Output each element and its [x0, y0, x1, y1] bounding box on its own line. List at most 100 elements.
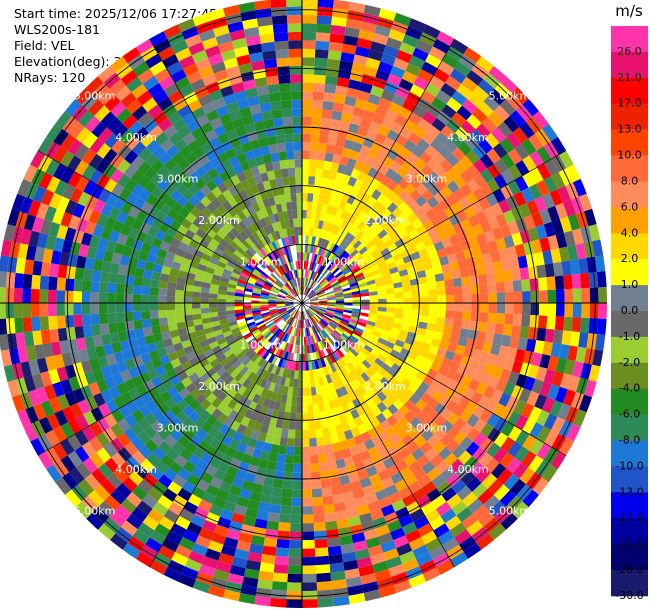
ppi-cell [176, 170, 189, 184]
ppi-cell [282, 479, 293, 490]
ppi-cell [84, 371, 97, 385]
ppi-cell [258, 324, 267, 331]
ppi-cell [285, 304, 294, 308]
ppi-cell [146, 342, 157, 353]
ppi-cell [273, 383, 281, 393]
ppi-cell [588, 318, 599, 334]
ppi-cell [296, 328, 300, 337]
ppi-cell [206, 179, 218, 192]
ppi-cell [333, 397, 342, 408]
ppi-cell [320, 279, 328, 286]
ppi-cell [325, 75, 338, 86]
ppi-cell [364, 227, 374, 238]
ppi-cell [386, 414, 398, 427]
ppi-cell [242, 305, 252, 310]
ppi-cell [249, 139, 261, 150]
ppi-cell [294, 344, 298, 354]
ppi-cell [503, 115, 520, 133]
ppi-cell [288, 176, 296, 185]
ppi-cell [242, 388, 252, 399]
ppi-cell [381, 117, 395, 130]
ppi-cell [344, 222, 353, 232]
ppi-cell [288, 317, 294, 325]
ppi-cell [468, 214, 480, 228]
ppi-cell [292, 387, 298, 397]
ppi-cell [435, 501, 452, 517]
ppi-cell [312, 403, 320, 413]
range-ring-label: 2.00km [198, 380, 240, 393]
ppi-cell [305, 336, 309, 346]
ppi-cell [345, 18, 362, 30]
ppi-cell [259, 227, 268, 237]
ppi-cell [73, 291, 82, 303]
ppi-cell [373, 252, 383, 261]
ppi-cell [300, 286, 302, 295]
ppi-cell [310, 343, 316, 353]
ppi-cell [304, 286, 309, 296]
colorbar-unit: m/s [615, 2, 643, 20]
ppi-cell [428, 344, 439, 355]
ppi-cell [234, 299, 243, 303]
ppi-cell [342, 104, 355, 115]
ppi-cell [317, 453, 328, 464]
ppi-cell [260, 237, 269, 247]
ppi-cell [487, 216, 500, 231]
range-ring-label: 4.00km [447, 463, 489, 476]
ppi-cell [463, 387, 476, 401]
ppi-cell [394, 312, 404, 319]
ppi-cell [278, 445, 287, 455]
ppi-cell [152, 332, 163, 343]
ppi-cell [131, 218, 144, 231]
ppi-cell [330, 265, 338, 273]
ppi-cell [350, 186, 360, 198]
ppi-cell [252, 311, 262, 317]
ppi-cell [377, 97, 392, 110]
ppi-cell [292, 209, 298, 219]
ppi-cell [92, 259, 104, 272]
ppi-cell [206, 228, 217, 239]
ppi-cell [246, 204, 256, 215]
ppi-cell [287, 23, 302, 33]
ppi-cell [341, 316, 351, 322]
ppi-cell [513, 399, 527, 415]
ppi-cell [335, 298, 345, 302]
ppi-cell [246, 381, 256, 391]
ppi-cell [220, 276, 230, 284]
ppi-cell [369, 334, 380, 342]
ppi-cell [311, 108, 323, 118]
ppi-cell [488, 303, 497, 314]
ppi-cell [260, 554, 276, 565]
ppi-cell [290, 506, 302, 515]
ppi-cell [41, 189, 55, 206]
ppi-cell [245, 249, 255, 258]
ppi-cell [307, 404, 314, 413]
ppi-cell [412, 360, 423, 371]
ppi-cell [11, 394, 26, 413]
ppi-cell [478, 312, 489, 323]
ppi-cell [195, 459, 209, 472]
ppi-cell [554, 275, 565, 290]
ppi-cell [292, 472, 302, 481]
ppi-cell [229, 240, 239, 250]
ppi-cell [522, 303, 531, 315]
ppi-cell [272, 337, 279, 346]
ppi-cell [230, 174, 241, 186]
ppi-cell [344, 26, 361, 38]
ppi-cell [169, 177, 183, 190]
ppi-cell [288, 281, 294, 289]
ppi-cell [390, 65, 406, 79]
ppi-cell [279, 310, 288, 316]
ppi-cell [358, 336, 368, 345]
ppi-cell [341, 252, 350, 262]
ppi-cell [254, 265, 263, 274]
ppi-cell [275, 393, 283, 403]
ppi-cell [534, 251, 545, 266]
ppi-cell [308, 318, 313, 327]
ppi-cell [328, 322, 337, 330]
ppi-cell [349, 318, 359, 325]
ppi-cell [174, 213, 186, 225]
ppi-cell [260, 450, 271, 461]
ppi-cell [291, 361, 296, 371]
ppi-cell [130, 436, 145, 451]
start-time-text: Start time: 2025/12/06 17:27:45 [14, 6, 218, 21]
